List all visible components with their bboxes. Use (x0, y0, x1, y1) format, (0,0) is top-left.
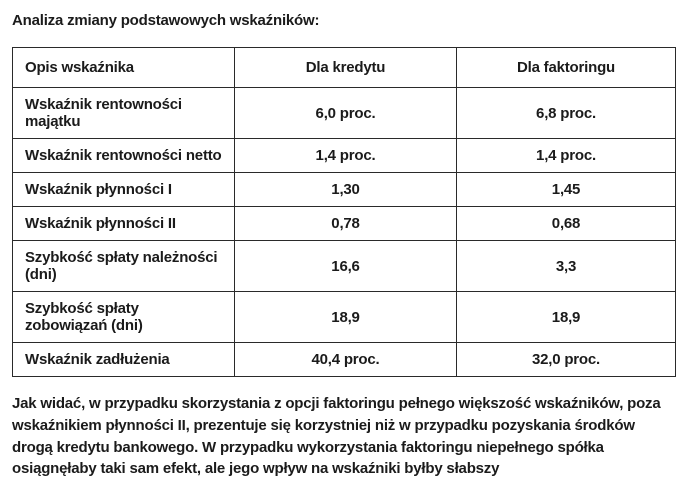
table-header: Opis wskaźnika Dla kredytu Dla faktoring… (12, 47, 676, 88)
credit-value-cell: 1,4 proc. (234, 138, 457, 173)
factoring-value-cell: 1,4 proc. (456, 138, 676, 173)
factoring-value-cell: 6,8 proc. (456, 87, 676, 139)
table-body: Wskaźnik rentowności majątku 6,0 proc. 6… (12, 87, 676, 377)
indicator-name-cell: Wskaźnik rentowności majątku (12, 87, 235, 139)
indicator-name-cell: Szybkość spłaty zobowiązań (dni) (12, 291, 235, 343)
column-header-credit: Dla kredytu (234, 47, 457, 88)
table-header-row: Opis wskaźnika Dla kredytu Dla faktoring… (12, 47, 676, 88)
indicator-name-cell: Wskaźnik rentowności netto (12, 138, 235, 173)
column-header-description: Opis wskaźnika (12, 47, 235, 88)
credit-value-cell: 1,30 (234, 172, 457, 207)
indicators-table: Opis wskaźnika Dla kredytu Dla faktoring… (12, 47, 676, 377)
table-row: Wskaźnik rentowności netto 1,4 proc. 1,4… (12, 138, 676, 173)
factoring-value-cell: 0,68 (456, 206, 676, 241)
credit-value-cell: 18,9 (234, 291, 457, 343)
indicator-name-cell: Wskaźnik płynności II (12, 206, 235, 241)
table-row: Wskaźnik rentowności majątku 6,0 proc. 6… (12, 87, 676, 139)
column-header-factoring: Dla faktoringu (456, 47, 676, 88)
page-title: Analiza zmiany podstawowych wskaźników: (12, 12, 320, 29)
table-row: Wskaźnik zadłużenia 40,4 proc. 32,0 proc… (12, 342, 676, 377)
credit-value-cell: 16,6 (234, 240, 457, 292)
credit-value-cell: 40,4 proc. (234, 342, 457, 377)
factoring-value-cell: 3,3 (456, 240, 676, 292)
table-row: Wskaźnik płynności II 0,78 0,68 (12, 206, 676, 241)
credit-value-cell: 0,78 (234, 206, 457, 241)
indicator-name-cell: Wskaźnik zadłużenia (12, 342, 235, 377)
factoring-value-cell: 32,0 proc. (456, 342, 676, 377)
analysis-paragraph: Jak widać, w przypadku skorzystania z op… (12, 395, 661, 478)
credit-value-cell: 6,0 proc. (234, 87, 457, 139)
indicator-name-cell: Wskaźnik płynności I (12, 172, 235, 207)
factoring-value-cell: 18,9 (456, 291, 676, 343)
factoring-value-cell: 1,45 (456, 172, 676, 207)
indicator-name-cell: Szybkość spłaty należności (dni) (12, 240, 235, 292)
table-row: Szybkość spłaty zobowiązań (dni) 18,9 18… (12, 291, 676, 343)
table-row: Szybkość spłaty należności (dni) 16,6 3,… (12, 240, 676, 292)
table-row: Wskaźnik płynności I 1,30 1,45 (12, 172, 676, 207)
